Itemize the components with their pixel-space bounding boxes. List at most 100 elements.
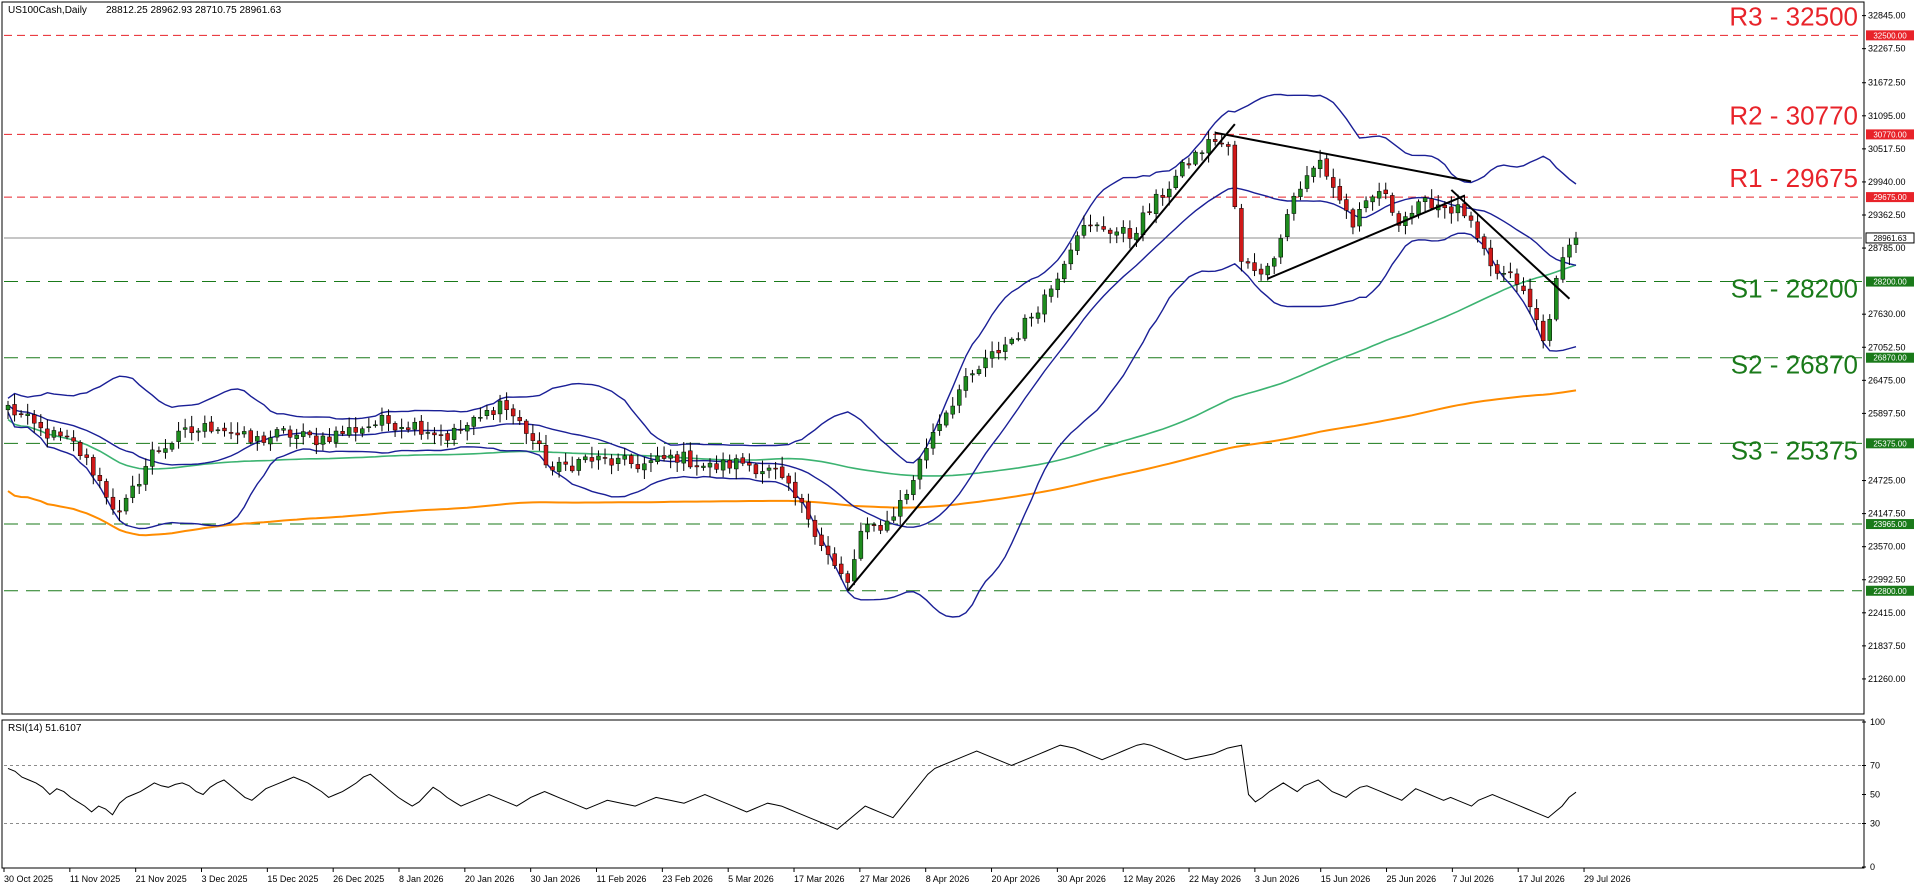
candle-body xyxy=(1317,159,1323,169)
candle-body xyxy=(327,436,332,442)
candle-body xyxy=(1016,338,1021,340)
candle-body xyxy=(405,427,411,430)
price-tick-label: 24147.50 xyxy=(1868,509,1906,519)
triangle-lower-line xyxy=(1267,194,1465,280)
candle-body xyxy=(865,524,870,533)
date-tick-label: 17 Jul 2026 xyxy=(1518,874,1565,884)
candle-body xyxy=(202,423,208,432)
candle-body xyxy=(1167,188,1172,198)
candle-body xyxy=(314,435,319,446)
candle-body xyxy=(1462,203,1467,217)
rsi-line xyxy=(7,743,1577,830)
candle-body xyxy=(642,463,647,471)
level-price-tag xyxy=(1866,129,1914,140)
candle-body xyxy=(1429,198,1434,209)
candle-body xyxy=(51,430,57,438)
candle-body xyxy=(373,424,378,427)
price-tick-label: 31672.50 xyxy=(1868,78,1906,88)
candle-body xyxy=(241,431,247,435)
price-tick-label: 27052.50 xyxy=(1868,342,1906,352)
candle-body xyxy=(1029,316,1034,319)
candle-body xyxy=(655,455,660,462)
rsi-tick-label: 0 xyxy=(1870,862,1875,872)
price-tick-label: 32267.50 xyxy=(1868,44,1906,54)
candle-body xyxy=(970,373,975,376)
level-price-tag-text: 25375.00 xyxy=(1873,439,1907,448)
date-tick-label: 23 Feb 2026 xyxy=(662,874,713,884)
level-labels: R3 - 32500 R2 - 30770 R1 - 29675 S1 - 28200… xyxy=(1729,1,1858,465)
level-price-tag xyxy=(1866,438,1914,449)
rsi-tick-label: 30 xyxy=(1870,819,1880,829)
candle-body xyxy=(878,525,883,531)
candle-body xyxy=(524,420,529,434)
rsi-tick-label: 100 xyxy=(1870,717,1885,727)
level-price-tag xyxy=(1866,30,1914,41)
candle-body xyxy=(71,437,76,442)
candle-body xyxy=(517,417,522,422)
candle-body xyxy=(753,464,759,475)
candle-body xyxy=(1534,308,1539,321)
candle-body xyxy=(1357,209,1362,227)
candle-body xyxy=(458,429,463,431)
level-price-tag-text: 29675.00 xyxy=(1873,193,1907,202)
candle-body xyxy=(1088,224,1093,227)
candle-body xyxy=(727,460,732,469)
date-tick-label: 3 Jun 2026 xyxy=(1255,874,1300,884)
candle-body xyxy=(1416,201,1421,215)
candle-body xyxy=(1278,238,1283,258)
candle-body xyxy=(1501,273,1507,275)
moving-average-200-line xyxy=(7,389,1577,537)
candle-body xyxy=(392,423,398,431)
candle-body xyxy=(1344,199,1349,211)
triangle-upper-line xyxy=(1214,131,1472,183)
candle-body xyxy=(747,462,752,466)
candle-body xyxy=(786,475,791,484)
candle-body xyxy=(1495,264,1500,274)
date-tick-label: 26 Dec 2025 xyxy=(333,874,384,884)
candle-body xyxy=(1383,189,1388,195)
candle-body xyxy=(1350,209,1356,228)
candle-body xyxy=(432,432,437,436)
candle-body xyxy=(5,404,11,411)
candle-body xyxy=(720,459,726,471)
candle-body xyxy=(1114,231,1119,236)
candle-body xyxy=(156,450,162,452)
candle-body xyxy=(1101,226,1106,230)
candle-body xyxy=(1127,228,1133,239)
date-tick-label: 15 Dec 2025 xyxy=(267,874,318,884)
candle-body xyxy=(1206,139,1211,154)
candle-body xyxy=(852,559,857,582)
candle-body xyxy=(648,460,654,463)
candle-body xyxy=(117,510,122,513)
candle-body xyxy=(222,427,227,432)
price-tick-label: 25897.50 xyxy=(1868,408,1906,418)
candle-body xyxy=(1134,232,1139,241)
candle-body xyxy=(1508,271,1513,274)
candle-body xyxy=(589,457,595,462)
level-label: R3 - 32500 xyxy=(1729,1,1858,31)
trendlines xyxy=(846,123,1571,592)
candle-body xyxy=(1068,249,1074,265)
candle-body xyxy=(340,431,345,434)
candle-body xyxy=(379,414,385,426)
level-label: S3 - 25375 xyxy=(1731,435,1858,465)
price-tick-label: 21260.00 xyxy=(1868,674,1906,684)
candle-body xyxy=(556,461,562,472)
candle-body xyxy=(346,427,352,436)
ohlc-label: 28812.25 28962.93 28710.75 28961.63 xyxy=(106,5,282,16)
candle-body xyxy=(1514,273,1520,285)
candle-body xyxy=(898,500,903,517)
rsi-label: RSI(14) 51.6107 xyxy=(8,723,82,734)
candle-body xyxy=(911,480,916,495)
candle-body xyxy=(1121,227,1126,234)
candle-body xyxy=(1304,175,1310,189)
date-tick-label: 27 Mar 2026 xyxy=(860,874,911,884)
candle-body xyxy=(1035,312,1041,319)
candle-body xyxy=(1252,262,1257,271)
candle-body xyxy=(130,485,135,498)
candle-body xyxy=(64,435,70,438)
candle-body xyxy=(1140,212,1146,236)
candle-body xyxy=(445,433,450,441)
price-tick-label: 31095.00 xyxy=(1868,111,1906,121)
symbol-label: US100Cash,Daily xyxy=(8,5,87,16)
